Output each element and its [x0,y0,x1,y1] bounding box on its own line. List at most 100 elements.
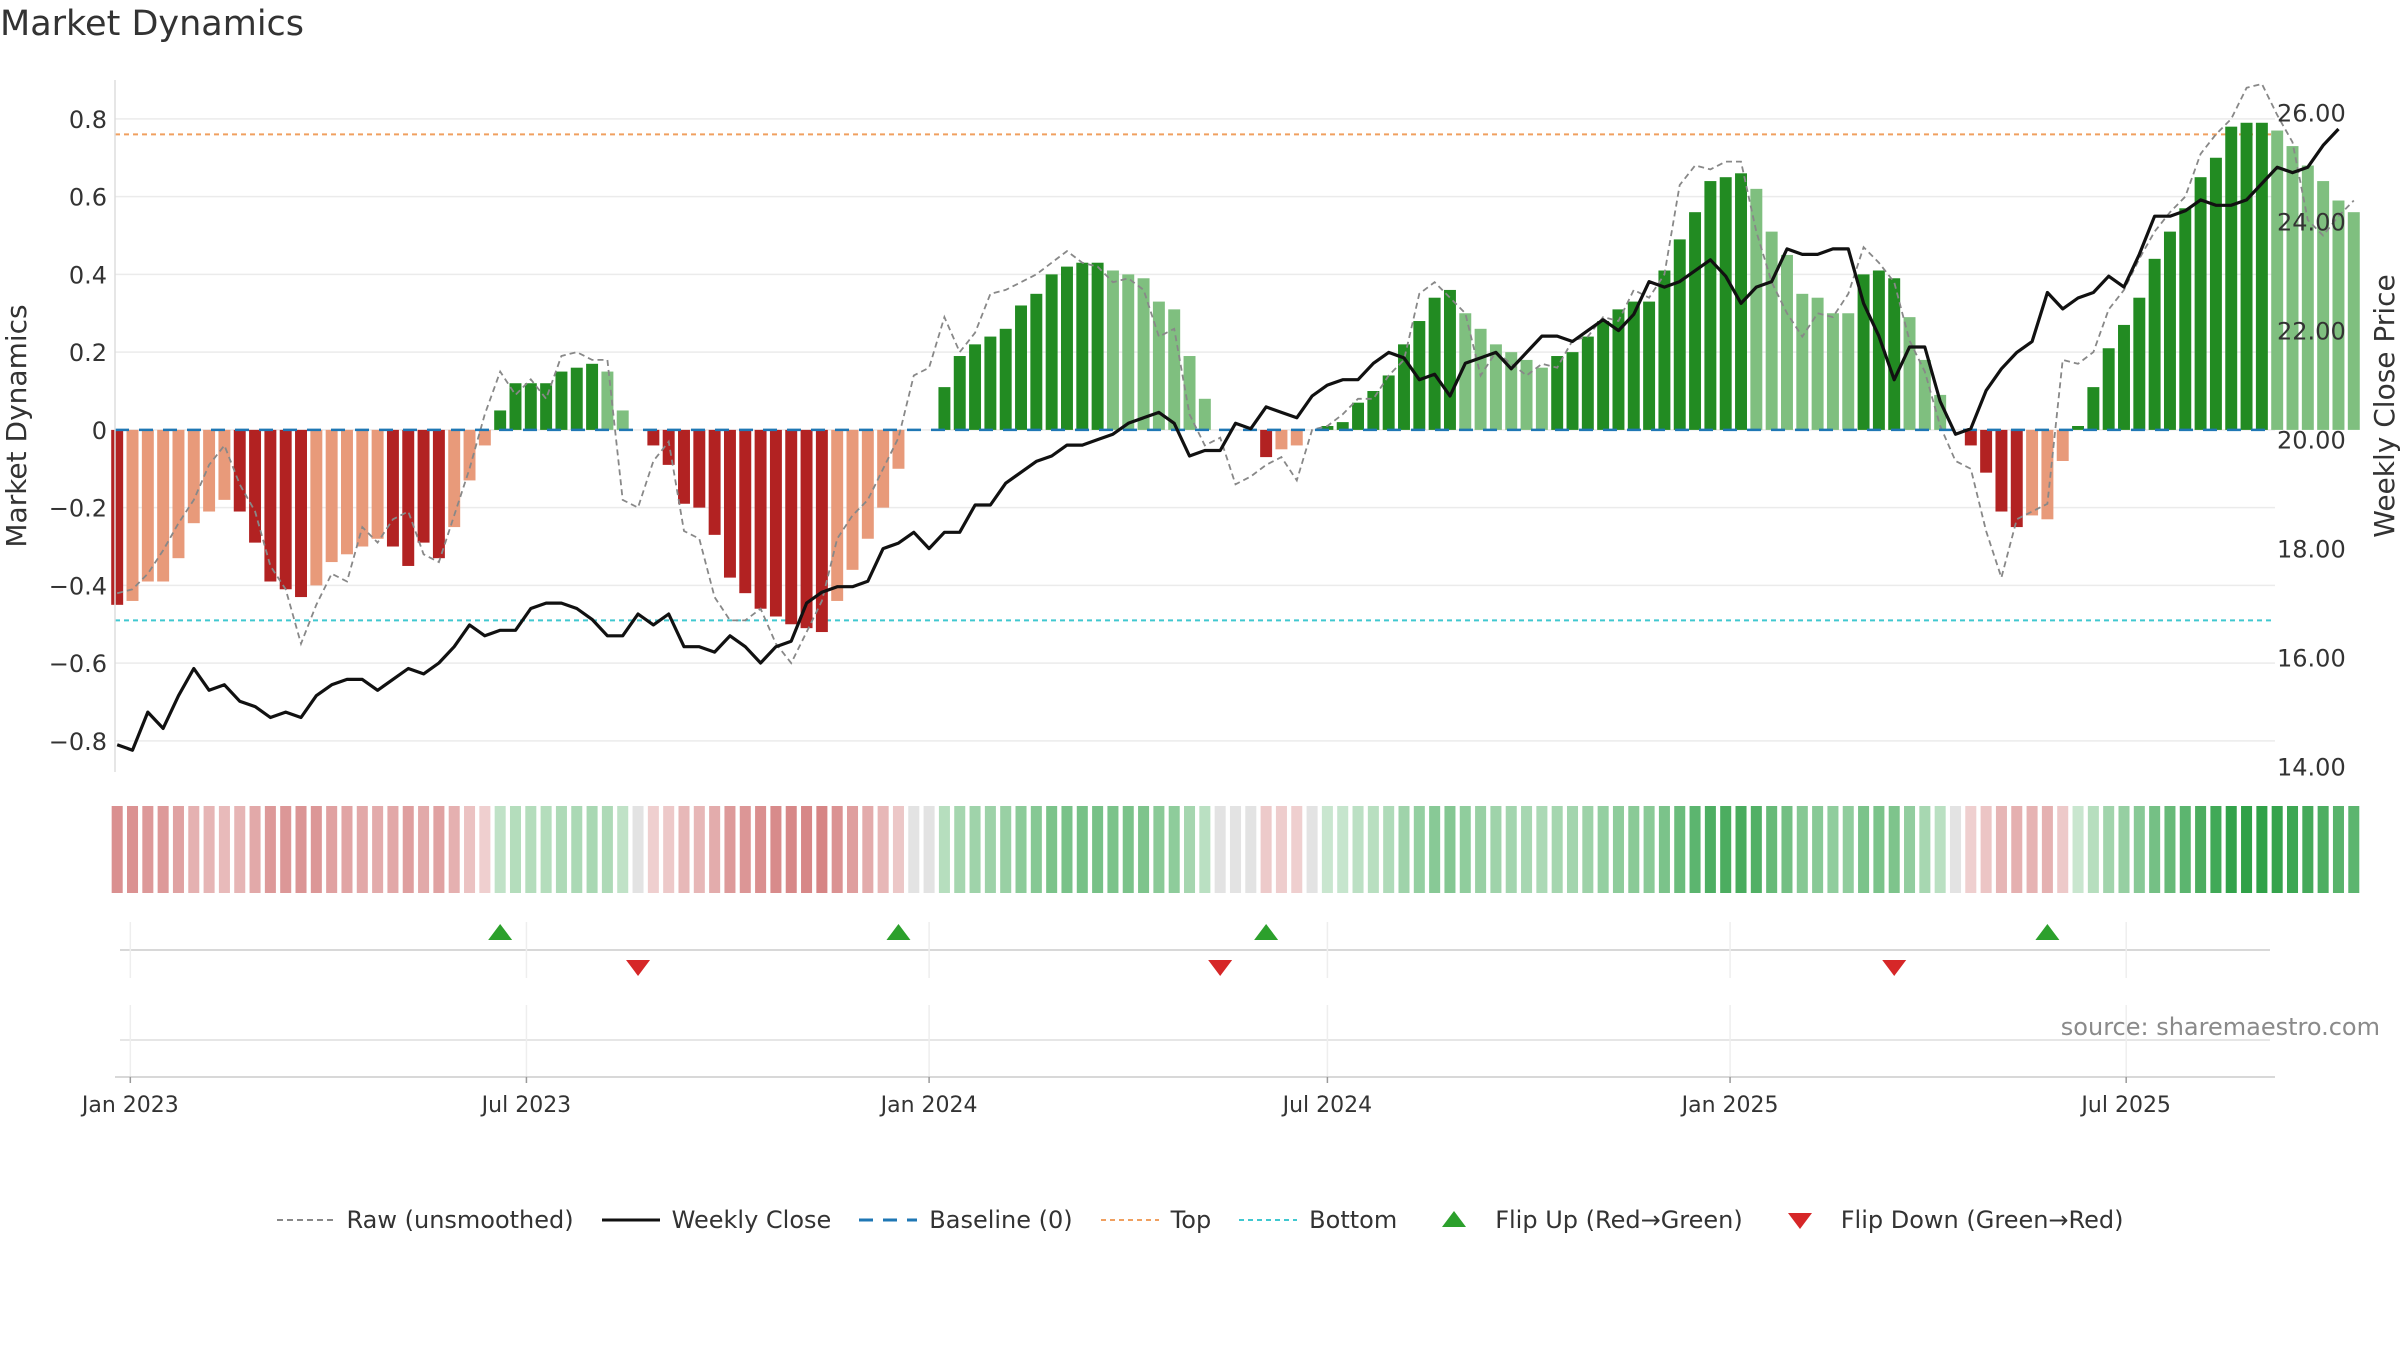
bar [2148,258,2161,430]
heat-cell [693,806,705,893]
legend-item-flip_down: Flip Down (Green→Red) [1771,1206,2124,1234]
heat-cell [2072,806,2084,893]
source-note: source: sharemaestro.com [2060,1013,2380,1041]
heat-cell [862,806,874,893]
bar [111,429,124,605]
heat-cell [111,806,123,893]
bar [662,429,675,465]
heat-cell [2317,806,2329,893]
y-tick-label: −0.4 [49,572,107,600]
heat-cell [1949,806,1962,893]
legend-label: Top [1170,1206,1212,1234]
bar [2301,165,2314,430]
bar [1612,309,1625,430]
heat-cell [1383,806,1395,893]
bar [1888,278,1901,430]
y2-tick-label: 14.00 [2277,754,2346,782]
heat-cell [1076,806,1088,893]
bar [264,429,277,582]
heat-cell [1260,806,1272,893]
bar [1122,274,1135,430]
heat-cell [1658,806,1670,893]
red-down-triangle-icon [1771,1208,1829,1232]
heat-cell [448,806,460,893]
bar [1995,429,2008,512]
heat-cell [831,806,843,893]
heat-cell [172,806,184,893]
flip-down-marker [1882,960,1907,976]
y-axis-title: Market Dynamics [0,304,33,547]
heat-cell [1015,806,1027,893]
x-axis: Jan 2023 Jul 2023 Jan 2024 Jul 2024 Jan 2025… [80,1076,2275,1118]
bar [1750,188,1763,430]
heat-cell [724,806,736,893]
bar [2026,429,2039,516]
bar [678,429,690,504]
flip-up-marker [1254,924,1279,940]
heat-cell [601,806,613,893]
bar [754,429,767,609]
heat-cell [586,806,598,893]
bar [1765,231,1778,430]
heat-cell [877,806,889,893]
heat-cell [1444,806,1456,893]
y2-tick-label: 24.00 [2277,209,2346,237]
heat-cell [464,806,476,893]
heat-cell [1107,806,1119,893]
bar [233,429,246,512]
bar [1168,309,1181,430]
bar [1321,426,1334,430]
heat-cell [1337,806,1349,893]
bar [448,429,461,528]
legend-item-flip_up: Flip Up (Red→Green) [1425,1206,1743,1234]
heat-cell [2118,806,2130,893]
heat-cell [1566,806,1579,893]
heat-cell [1505,806,1517,893]
heat-cell [1689,806,1701,893]
heat-cell [2041,806,2053,893]
heat-cell [2164,806,2176,893]
bar [1520,359,1533,430]
heat-cell [1092,806,1104,893]
heat-cell [1781,806,1793,893]
dashed-gray-line-icon [276,1208,335,1232]
bar [1398,344,1410,430]
heat-cell [1061,806,1073,893]
bar [1152,301,1165,430]
heat-cell [1122,806,1134,893]
bar [1443,289,1456,430]
y-tick-label: 0.8 [69,106,107,134]
bar [1918,359,1931,430]
bar [1964,429,1977,446]
heat-cell [632,806,644,893]
bar [2072,426,2085,430]
heat-cell [1842,806,1854,893]
bar [1826,313,1839,430]
bar [1198,398,1211,430]
heat-cell [203,806,215,893]
heat-cell [1306,806,1318,893]
y-tick-label: −0.6 [49,650,107,678]
heat-cell [494,806,506,893]
bar [1857,274,1870,430]
bar [494,410,507,430]
dotted-cyan-line-icon [1239,1208,1298,1232]
heat-cell [1628,806,1640,893]
heat-cell [1919,806,1931,893]
bar [1489,344,1502,430]
heat-cell [2210,806,2222,893]
heat-cell [1046,806,1058,893]
heat-cell [280,806,292,893]
bar [295,429,307,598]
heat-cell [1612,806,1624,893]
bar [1275,429,1288,450]
bar [341,429,353,555]
bar [2240,122,2253,430]
heat-cell [2103,806,2115,893]
heat-cell [157,806,169,893]
heat-cell [264,806,276,893]
weekly-close-line [116,127,2340,752]
grid-lines [115,118,2275,742]
bar [984,336,997,430]
heat-cell [1030,806,1042,893]
